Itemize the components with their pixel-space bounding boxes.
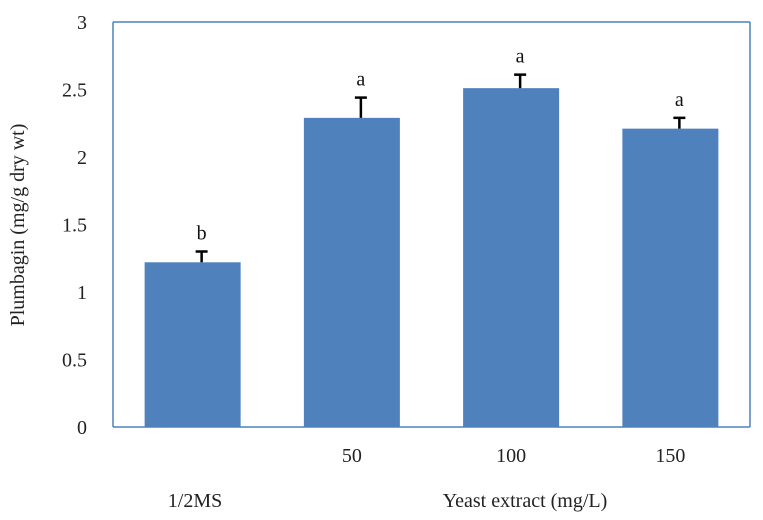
x-axis-ticks: 50 100 150 [342, 445, 686, 467]
significance-letter: a [516, 46, 525, 68]
error-bars [195, 73, 686, 263]
y-axis-ticks: 0 0.5 1 1.5 2 2.5 3 [62, 12, 87, 439]
control-label: 1/2MS [168, 490, 222, 512]
x-tick-label: 100 [496, 445, 526, 467]
error-bar [514, 73, 527, 89]
y-tick-label: 3 [77, 12, 87, 34]
bar [463, 88, 560, 428]
significance-labels: b a a a [197, 46, 684, 245]
error-bar [195, 250, 208, 263]
bars [144, 88, 719, 428]
bar [144, 262, 241, 427]
bar [622, 128, 719, 427]
error-bar [354, 96, 367, 118]
error-bar [673, 116, 686, 129]
significance-letter: b [197, 223, 207, 245]
y-tick-label: 0 [77, 417, 87, 439]
y-axis-title: Plumbagin (mg/g dry wt) [7, 124, 29, 327]
significance-letter: a [675, 89, 684, 111]
y-tick-label: 0.5 [62, 350, 87, 372]
significance-letter: a [356, 69, 365, 91]
y-tick-label: 2.5 [62, 80, 87, 102]
y-tick-label: 1.5 [62, 215, 87, 237]
x-axis-title: Yeast extract (mg/L) [443, 490, 608, 512]
bar [303, 117, 400, 427]
x-tick-label: 150 [655, 445, 685, 467]
x-tick-label: 50 [342, 445, 362, 467]
y-tick-label: 1 [77, 282, 87, 304]
y-tick-label: 2 [77, 147, 87, 169]
